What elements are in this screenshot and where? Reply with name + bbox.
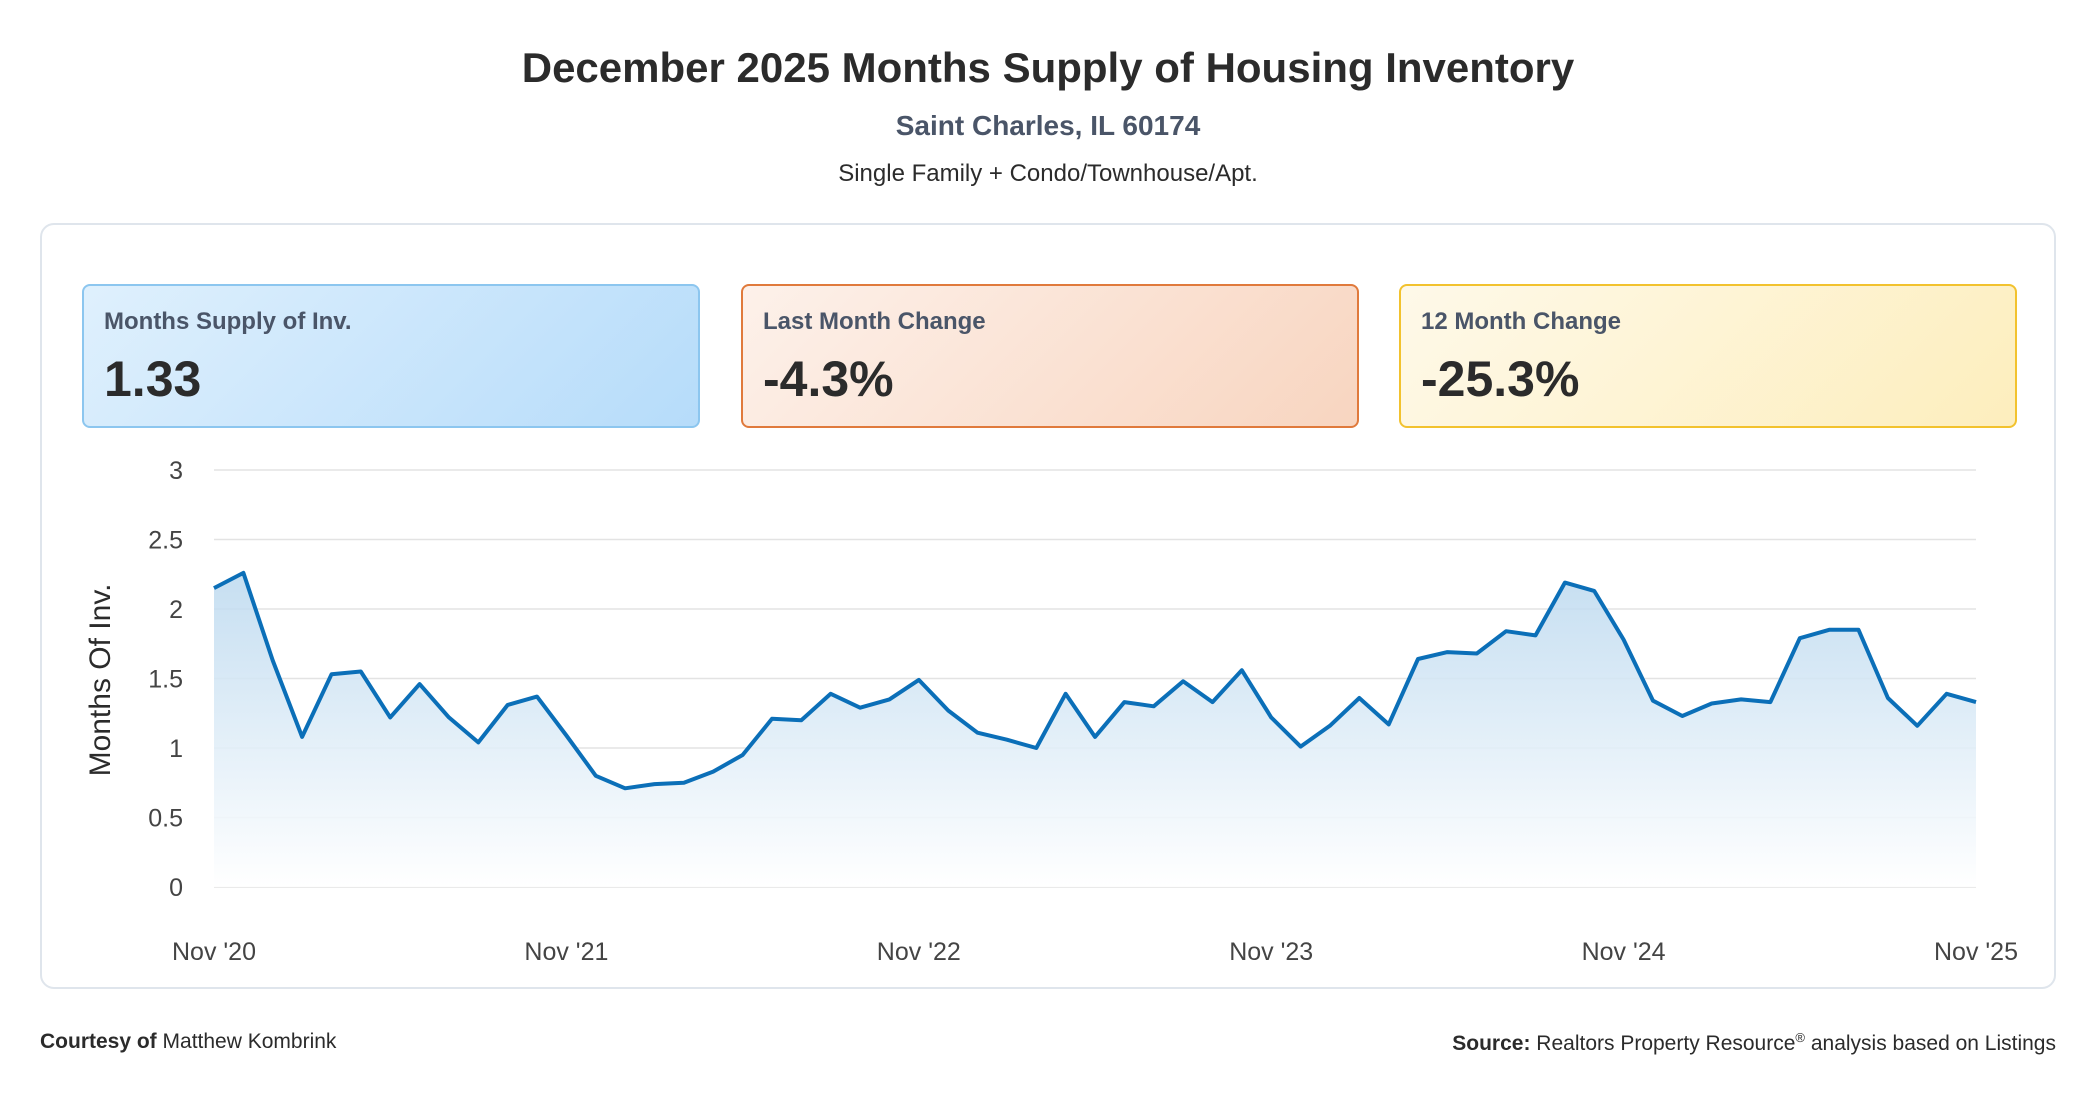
source-text: Realtors Property Resource — [1536, 1032, 1796, 1055]
registered-mark: ® — [1795, 1030, 1805, 1045]
last-month-change-value: -4.3% — [763, 351, 894, 407]
x-tick-labels: Nov '20 Nov '21 Nov '22 Nov '23 Nov '24 Nov '… — [172, 938, 2018, 966]
x-tick-label: Nov '21 — [524, 938, 608, 966]
last-month-change-card: Last Month Change -4.3% — [741, 284, 1359, 428]
x-tick-label: Nov '24 — [1582, 938, 1666, 966]
y-tick-label: 1 — [169, 735, 183, 763]
last-month-change-label: Last Month Change — [763, 308, 986, 335]
y-tick-label: 2 — [169, 596, 183, 624]
twelve-month-change-card: 12 Month Change -25.3% — [1399, 284, 2017, 428]
x-tick-label: Nov '22 — [877, 938, 961, 966]
x-tick-label: Nov '23 — [1229, 938, 1313, 966]
months-supply-value: 1.33 — [104, 351, 202, 407]
x-tick-label: Nov '20 — [172, 938, 256, 966]
months-supply-card: Months Supply of Inv. 1.33 — [82, 284, 700, 428]
y-tick-label: 2.5 — [148, 527, 183, 555]
y-tick-label: 1.5 — [148, 666, 183, 694]
series-line-path — [213, 570, 1977, 791]
y-tick-labels: 0 0.5 1 1.5 2 2.5 3 — [148, 457, 183, 902]
y-tick-label: 0 — [169, 874, 183, 902]
y-tick-label: 0.5 — [148, 805, 183, 833]
location-subtitle: Saint Charles, IL 60174 — [895, 110, 1201, 141]
source-label: Source: — [1452, 1032, 1531, 1055]
courtesy-note: Courtesy of Matthew Kombrink — [40, 1030, 336, 1054]
series-line — [213, 570, 1977, 791]
twelve-month-change-label: 12 Month Change — [1421, 308, 1622, 335]
courtesy-name: Matthew Kombrink — [162, 1030, 337, 1053]
months-supply-label: Months Supply of Inv. — [104, 308, 352, 335]
property-types-subtitle: Single Family + Condo/Townhouse/Apt. — [838, 160, 1258, 187]
twelve-month-change-value: -25.3% — [1421, 351, 1580, 407]
x-tick-label: Nov '25 — [1934, 938, 2018, 966]
y-tick-label: 3 — [169, 457, 183, 485]
area-path — [214, 572, 1976, 887]
chart-title: December 2025 Months Supply of Housing I… — [521, 44, 1575, 91]
source-text-tail: analysis based on Listings — [1805, 1032, 2056, 1055]
source-note: Source: Realtors Property Resource® anal… — [1452, 1030, 2056, 1056]
y-axis-title: Months Of Inv. — [84, 584, 117, 777]
area-fill — [214, 572, 1976, 887]
courtesy-label: Courtesy of — [40, 1030, 157, 1053]
